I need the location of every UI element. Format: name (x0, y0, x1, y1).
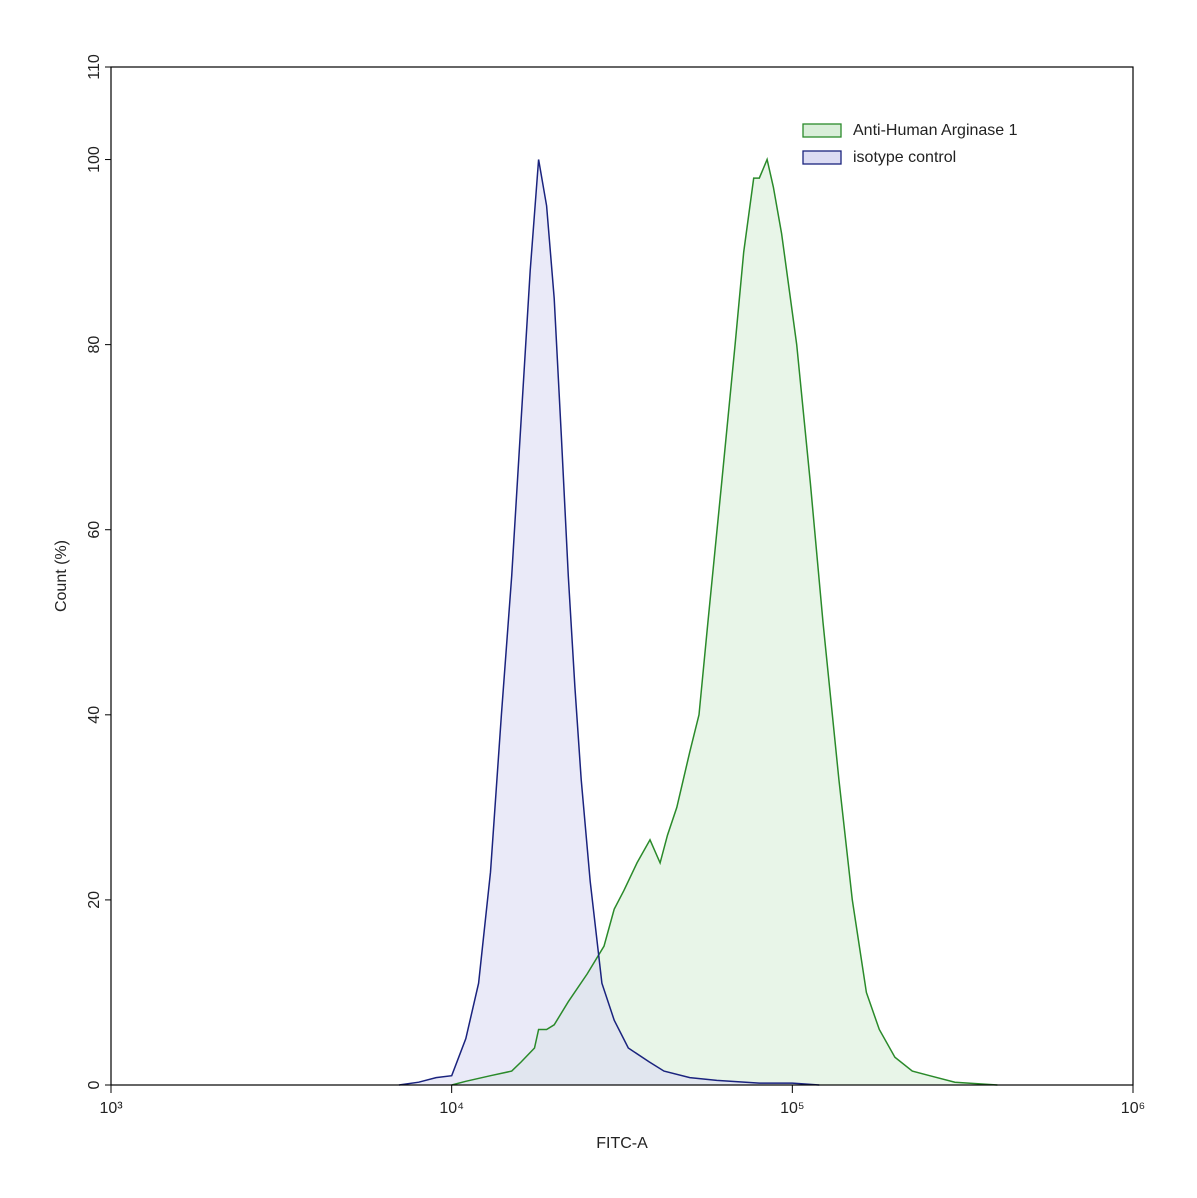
y-tick-label: 20 (86, 891, 103, 909)
area-fill (451, 159, 998, 1085)
y-axis-label: Count (%) (53, 540, 70, 612)
y-tick-label: 60 (86, 521, 103, 539)
legend-swatch (802, 150, 842, 165)
legend-label: Anti-Human Arginase 1 (853, 122, 1018, 139)
y-tick-label: 80 (86, 336, 103, 354)
x-axis-label: FITC-A (596, 1135, 648, 1152)
y-tick-label: 0 (86, 1080, 103, 1089)
area-fill (398, 159, 820, 1085)
histogram-line (398, 159, 820, 1086)
legend-label: isotype control (853, 149, 956, 166)
histogram-line (451, 157, 998, 1086)
legend-swatch (802, 123, 842, 138)
x-tick-label: 10⁴ (439, 1100, 464, 1117)
y-tick-label: 100 (86, 146, 103, 173)
y-tick-label: 110 (86, 54, 103, 80)
y-tick-label: 40 (86, 706, 103, 724)
plot-frame (110, 66, 1134, 1086)
x-tick-label: 10⁵ (780, 1100, 804, 1117)
x-tick-label: 10³ (99, 1100, 123, 1117)
x-tick-label: 10⁶ (1121, 1100, 1145, 1117)
